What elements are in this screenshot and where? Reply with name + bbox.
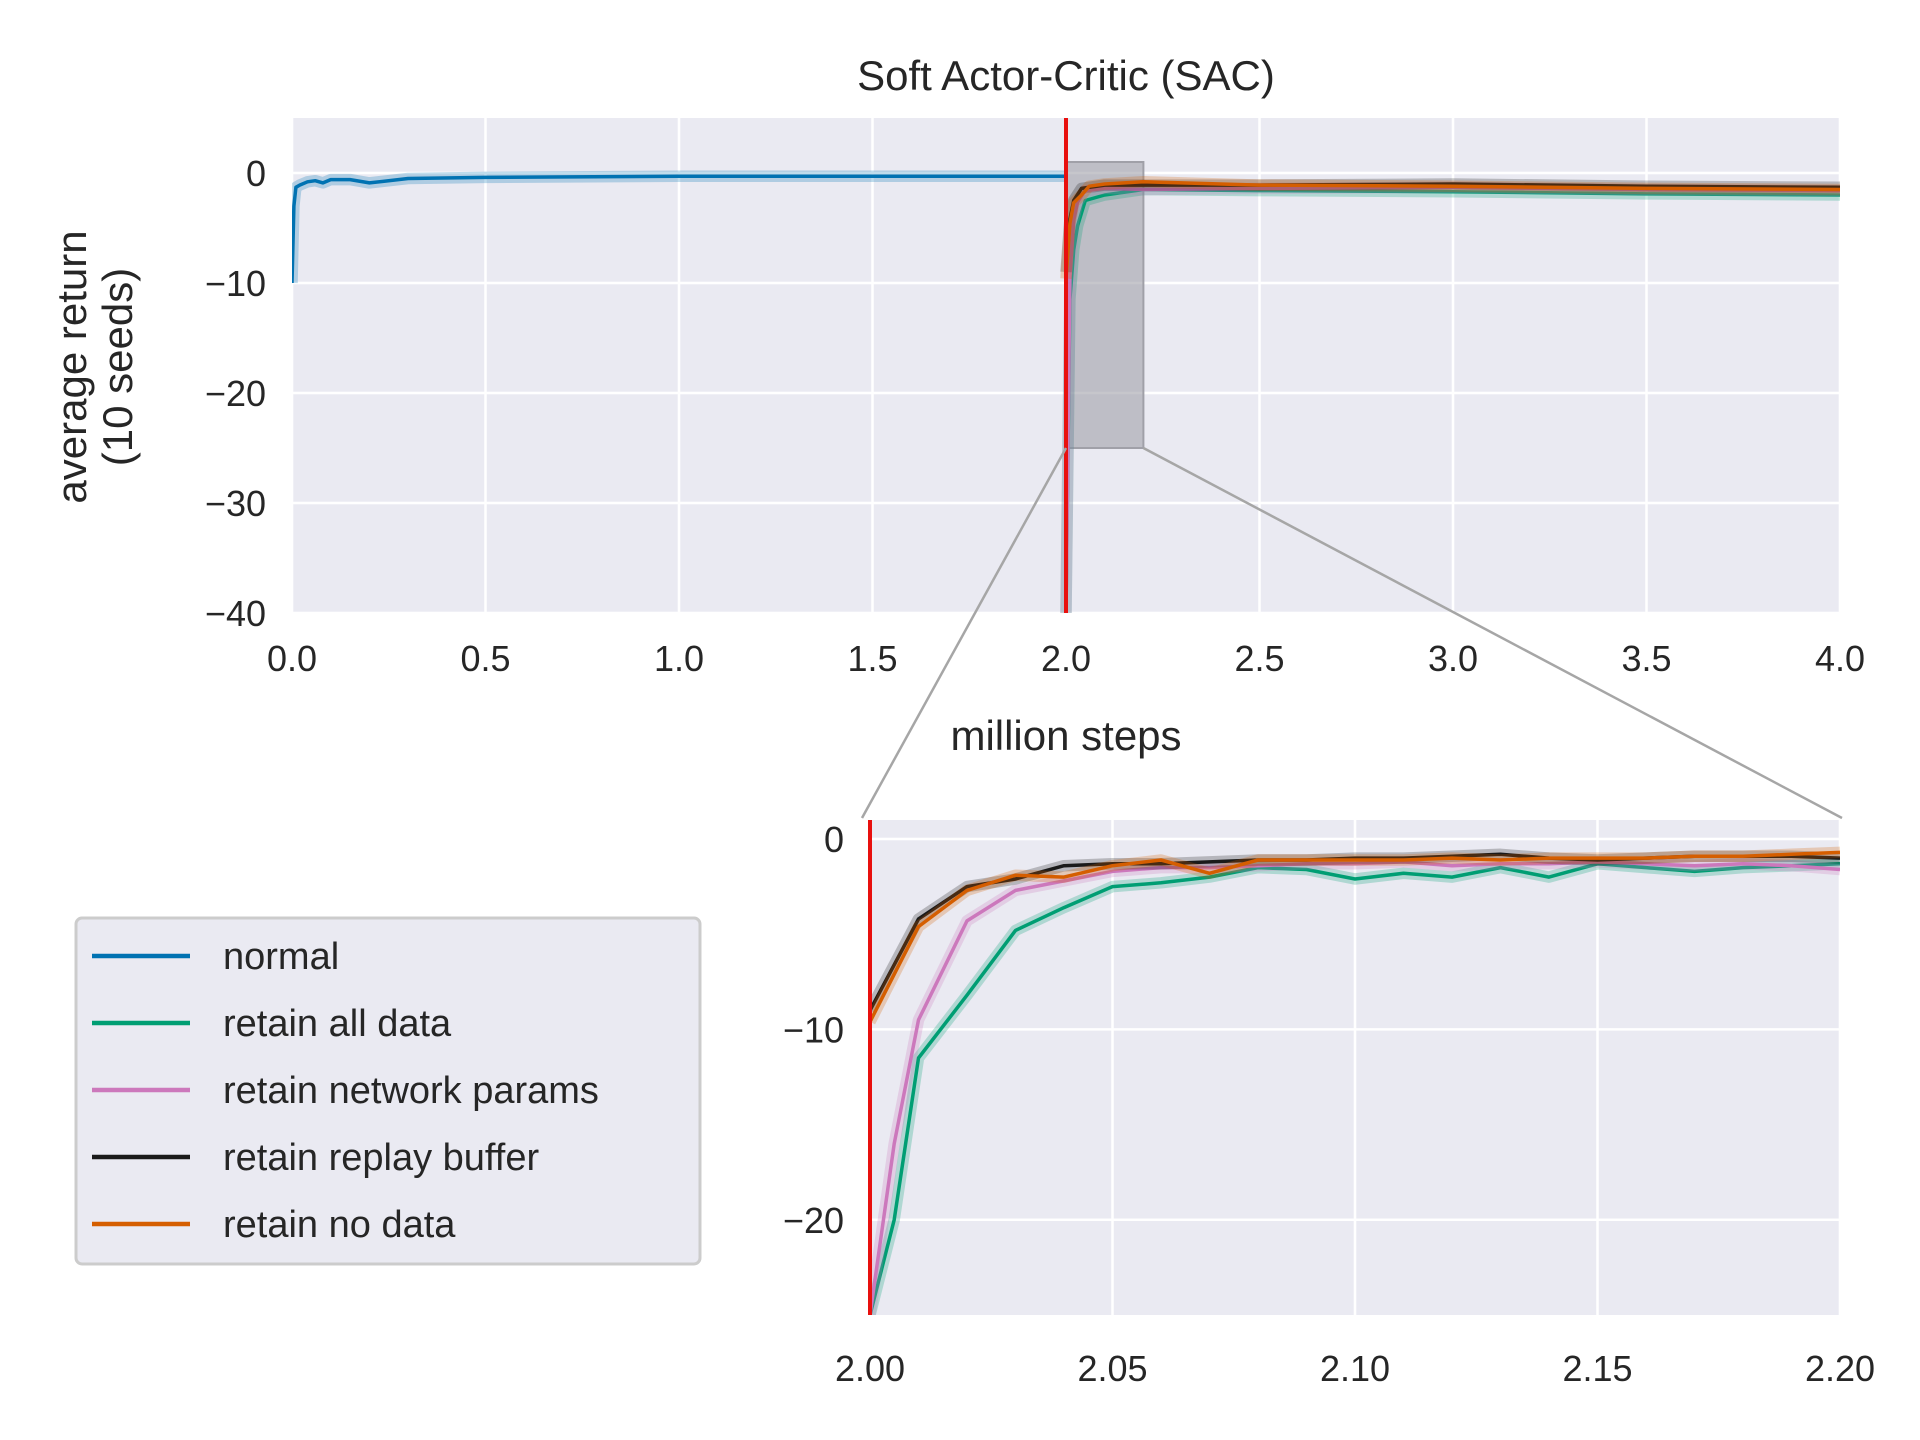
main-y-tick-label: −20 bbox=[205, 373, 266, 414]
main-y-tick-label: −40 bbox=[205, 593, 266, 634]
legend-label-normal: normal bbox=[223, 936, 339, 978]
inset-x-tick-label: 2.15 bbox=[1562, 1348, 1632, 1389]
legend-label-retain-all-data: retain all data bbox=[223, 1003, 452, 1045]
inset-x-tick-label: 2.20 bbox=[1805, 1348, 1875, 1389]
y-axis-label-line1: average return bbox=[48, 230, 95, 503]
main-x-tick-label: 0.0 bbox=[267, 638, 317, 679]
main-x-tick-label: 3.0 bbox=[1428, 638, 1478, 679]
main-x-tick-label: 1.5 bbox=[847, 638, 897, 679]
legend-label-retain-replay-buffer: retain replay buffer bbox=[223, 1137, 539, 1179]
inset-y-tick-label: −20 bbox=[783, 1200, 844, 1241]
chart-title: Soft Actor-Critic (SAC) bbox=[857, 52, 1275, 99]
legend-box bbox=[74, 916, 702, 1266]
x-axis-label: million steps bbox=[950, 712, 1181, 759]
main-x-tick-label: 1.0 bbox=[654, 638, 704, 679]
main-x-tick-label: 0.5 bbox=[460, 638, 510, 679]
main-series-retain-all-data bbox=[1064, 187, 1840, 613]
zoom-connector-left bbox=[860, 447, 1068, 819]
zoom-connector-right bbox=[1142, 446, 1843, 820]
main-y-tick-label: 0 bbox=[246, 153, 266, 194]
main-x-tick-label: 2.0 bbox=[1041, 638, 1091, 679]
main-y-tick-label: −30 bbox=[205, 483, 266, 524]
legend-label-retain-no-data: retain no data bbox=[223, 1204, 456, 1246]
inset-series-retain-network-params bbox=[870, 860, 1840, 1315]
main-series-retain-no-data bbox=[1064, 180, 1840, 279]
inset-x-tick-label: 2.00 bbox=[835, 1348, 905, 1389]
legend: normal retain all data retain network para… bbox=[74, 916, 702, 1266]
main-y-tick-label: −10 bbox=[205, 263, 266, 304]
inset-y-tick-label: −10 bbox=[783, 1009, 844, 1050]
main-x-tick-label: 4.0 bbox=[1815, 638, 1865, 679]
inset-y-tick-label: 0 bbox=[824, 819, 844, 860]
legend-label-retain-network-params: retain network params bbox=[223, 1070, 599, 1112]
inset-series-retain-all-data bbox=[870, 862, 1840, 1315]
main-series-normal bbox=[292, 174, 1066, 284]
main-x-tick-label: 2.5 bbox=[1234, 638, 1284, 679]
main-plot: 0.0 0.5 1.0 1.5 2.0 2.5 3.0 3.5 4.0 0 −10 −20 −30 −40 bbox=[205, 118, 1865, 679]
y-axis-label-line2: (10 seeds) bbox=[94, 268, 141, 466]
inset-x-tick-label: 2.10 bbox=[1320, 1348, 1390, 1389]
inset-series-retain-no-data bbox=[870, 850, 1840, 1023]
main-x-tick-label: 3.5 bbox=[1621, 638, 1671, 679]
inset-plot: 2.00 2.05 2.10 2.15 2.20 0 −10 −20 bbox=[783, 819, 1875, 1389]
zoom-connector-lines bbox=[860, 446, 1843, 820]
inset-x-tick-label: 2.05 bbox=[1077, 1348, 1147, 1389]
